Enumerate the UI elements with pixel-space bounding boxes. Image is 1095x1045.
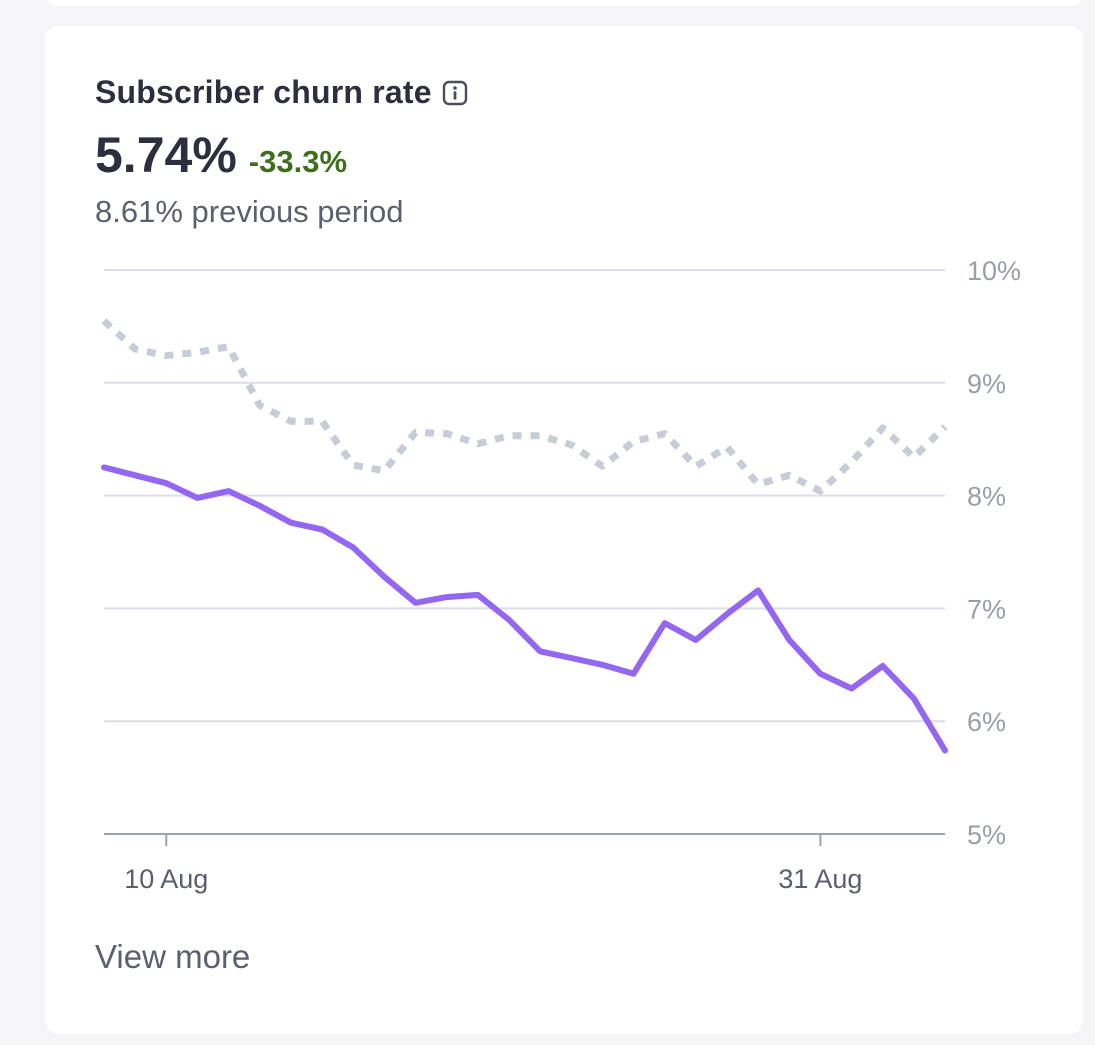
card-title: Subscriber churn rate xyxy=(95,74,432,110)
previous-card-edge xyxy=(45,0,1083,6)
x-tick-label: 10 Aug xyxy=(124,864,208,894)
x-tick-label: 31 Aug xyxy=(778,864,862,894)
card-header: Subscriber churn rate xyxy=(95,74,468,111)
view-more-link[interactable]: View more xyxy=(95,938,251,975)
previous-period-line xyxy=(101,318,948,495)
change-badge: -33.3% xyxy=(248,144,348,179)
y-tick-label: 6% xyxy=(967,707,1006,737)
metric-row: 5.74% -33.3% xyxy=(95,126,347,184)
metric-value: 5.74% xyxy=(95,127,237,183)
y-tick-label: 7% xyxy=(967,594,1006,624)
y-tick-label: 5% xyxy=(967,820,1006,850)
y-tick-label: 9% xyxy=(967,369,1006,399)
churn-rate-card: Subscriber churn rate 5.74% -33.3% 8.61%… xyxy=(45,26,1083,1034)
y-tick-label: 10% xyxy=(967,256,1021,286)
info-icon[interactable] xyxy=(442,80,468,106)
y-tick-label: 8% xyxy=(967,482,1006,512)
current-period-line xyxy=(101,464,948,754)
previous-period-text: 8.61% previous period xyxy=(95,194,404,229)
churn-line-chart: 10% 9% 8% 7% 6% 5% 10 Aug 31 Aug xyxy=(101,256,1021,894)
